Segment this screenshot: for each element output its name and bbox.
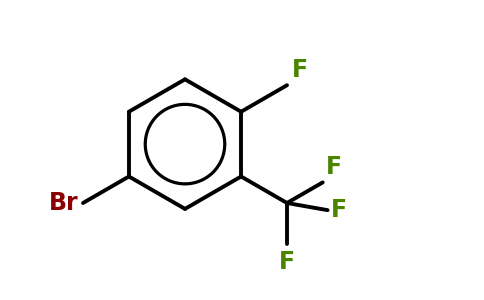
Text: F: F [291, 58, 307, 82]
Text: F: F [331, 198, 347, 222]
Text: F: F [326, 155, 342, 179]
Text: Br: Br [49, 191, 78, 215]
Text: F: F [279, 250, 295, 274]
